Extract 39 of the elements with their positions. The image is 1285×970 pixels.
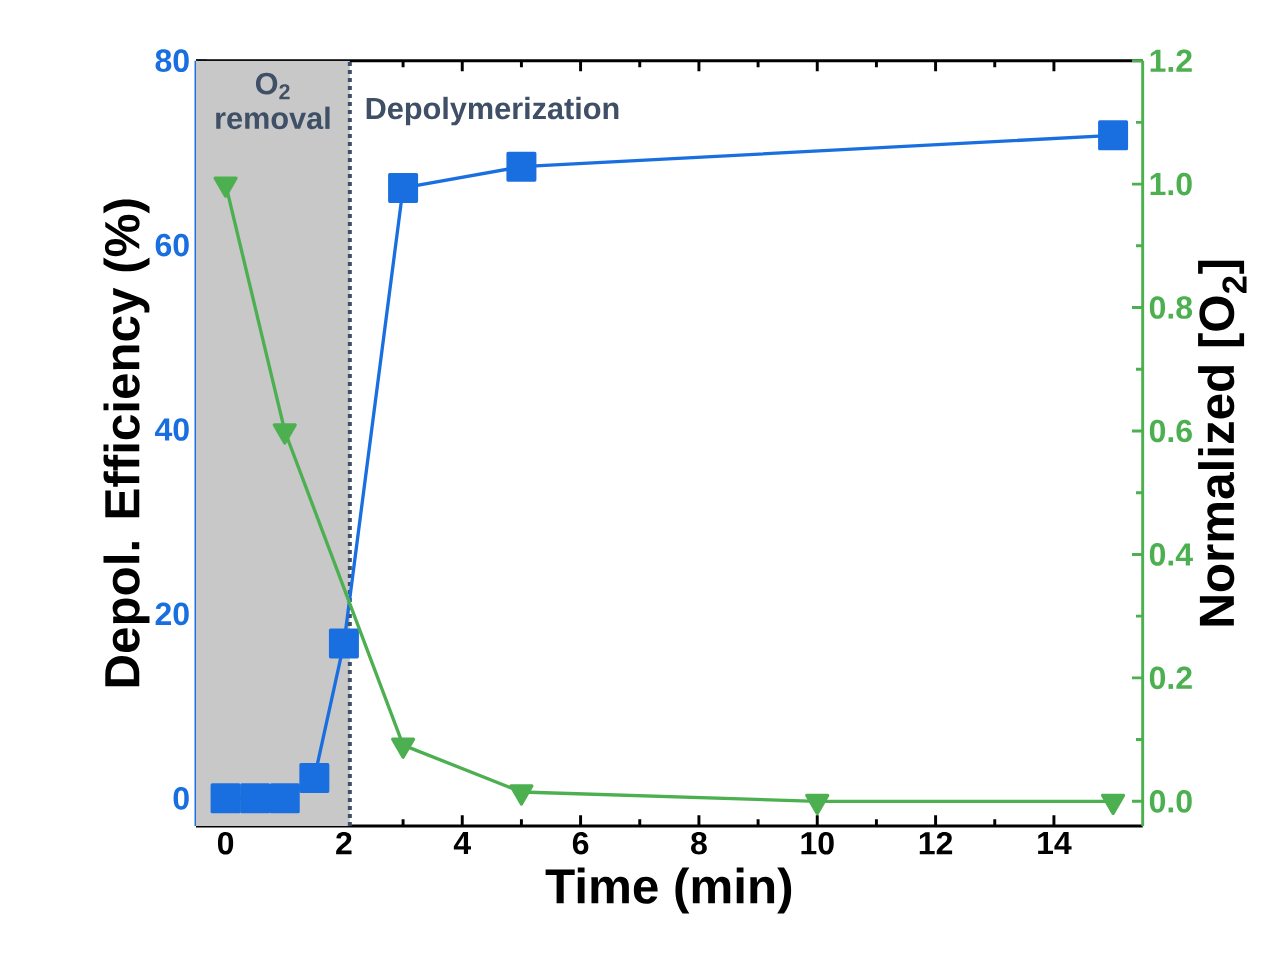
point (805, 793, 830, 815)
x-tick-label: 0 (217, 831, 234, 855)
point (509, 784, 534, 806)
ref-line-label: Depolymerization (366, 96, 619, 126)
y-tick-label: 60 (155, 233, 189, 257)
x-tick-label: 4 (453, 831, 471, 854)
y-tick-label: 20 (155, 602, 189, 626)
y-tick-label: 80 (155, 49, 189, 72)
point (1101, 793, 1126, 815)
y2-tick-label: 0.8 (1149, 296, 1193, 319)
band-label: O$_{2}$ removal (216, 72, 330, 130)
point (272, 423, 297, 445)
y2-tick-label: 1.0 (1150, 172, 1192, 196)
point (213, 176, 238, 198)
x-tick-label: 12 (919, 831, 953, 855)
x-tick-label: 14 (1038, 831, 1072, 854)
y2-tick-label: 0.4 (1149, 543, 1193, 566)
x-tick-label: 6 (572, 831, 589, 855)
point (1098, 120, 1129, 151)
point (210, 783, 241, 814)
point (391, 737, 416, 759)
y2-tick-label: 0.0 (1149, 789, 1192, 813)
point (240, 783, 271, 814)
point (328, 628, 359, 659)
x-tick-label: 10 (801, 831, 834, 855)
y-tick-label: 0 (173, 787, 189, 810)
y2-tick-label: 1.2 (1150, 49, 1192, 72)
point (299, 763, 330, 794)
y-tick-label: 40 (154, 418, 189, 441)
point (269, 783, 300, 814)
point (506, 151, 537, 182)
y2-tick-label: 0.6 (1149, 419, 1192, 443)
x-tick-label: 2 (336, 831, 352, 855)
y2-tick-label: 0.2 (1149, 666, 1192, 690)
y-axis-title: Depol. Efficiency (%) (103, 199, 150, 687)
x-axis-title: Time (min) (545, 867, 792, 914)
point (388, 172, 419, 203)
y2-axis-title: Normalized [O$_{2}$] (1198, 260, 1247, 626)
x-tick-label: 8 (691, 831, 707, 855)
